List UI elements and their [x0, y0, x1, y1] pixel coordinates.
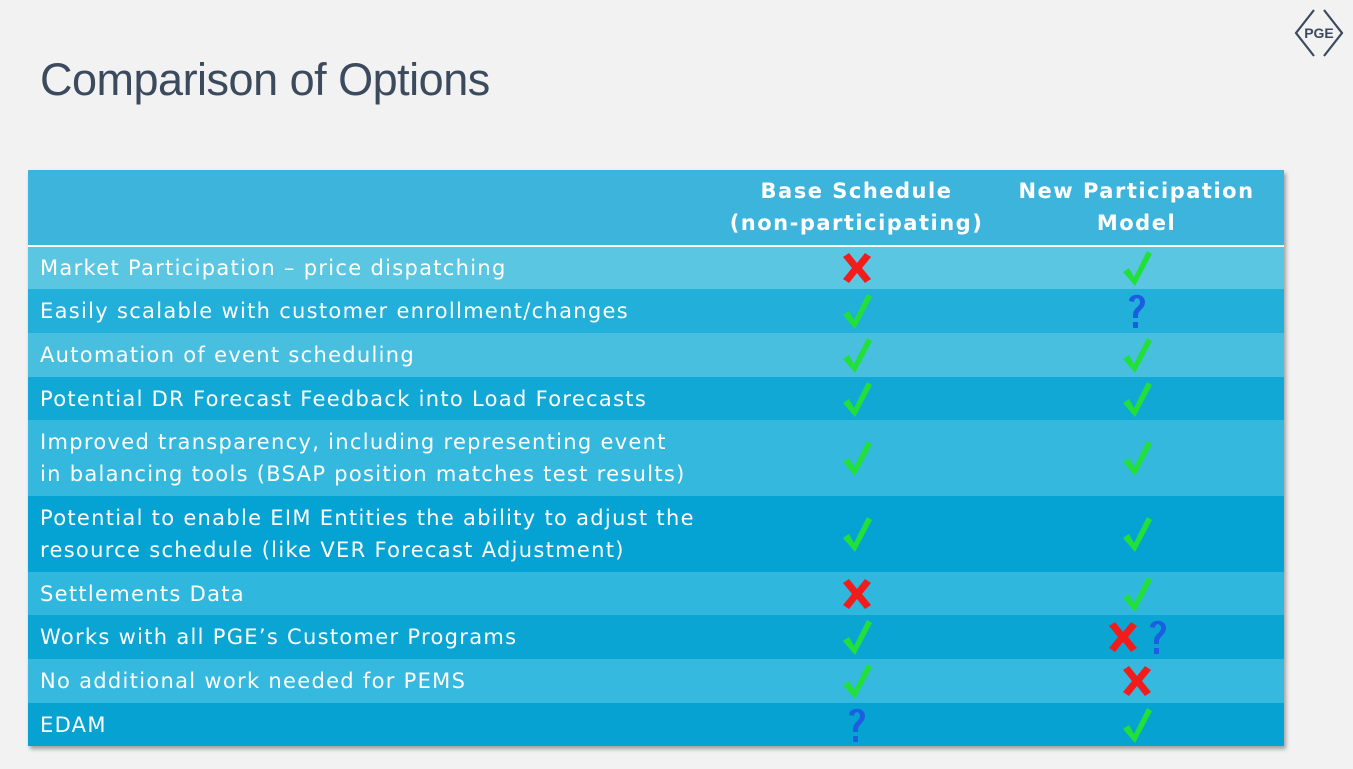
table-row: Settlements Data [28, 572, 1284, 615]
criteria-label: Settlements Data [28, 572, 724, 615]
criteria-label-line: Works with all PGE’s Customer Programs [40, 625, 518, 649]
new-participation-mark [989, 246, 1284, 289]
base-schedule-mark [724, 377, 989, 420]
cross-icon [1108, 622, 1137, 652]
check-icon [842, 441, 872, 476]
criteria-label: Works with all PGE’s Customer Programs [28, 615, 724, 659]
comparison-table: Base Schedule (non-participating) New Pa… [28, 170, 1284, 746]
base-schedule-mark [724, 246, 989, 289]
new-participation-mark [989, 703, 1284, 746]
header-criteria [28, 170, 724, 247]
table-row: Market Participation – price dispatching [28, 246, 1284, 289]
question-icon [1128, 294, 1145, 328]
table-row: Improved transparency, including represe… [28, 420, 1284, 496]
criteria-label-line: EDAM [40, 712, 107, 737]
header-new-line-1: New Participation [1018, 179, 1255, 203]
new-participation-mark [989, 615, 1284, 659]
question-icon [1149, 620, 1166, 654]
page-title: Comparison of Options [40, 54, 490, 105]
base-schedule-mark [724, 615, 989, 659]
criteria-label: Automation of event scheduling [28, 333, 724, 377]
criteria-label: Easily scalable with customer enrollment… [28, 289, 724, 333]
table-row: Potential DR Forecast Feedback into Load… [28, 377, 1284, 420]
table-row: Automation of event scheduling [28, 333, 1284, 377]
table-row: Potential to enable EIM Entities the abi… [28, 496, 1284, 572]
table-row: EDAM [28, 703, 1284, 746]
check-icon [1122, 381, 1152, 417]
table-row: Works with all PGE’s Customer Programs [28, 615, 1284, 659]
check-icon [842, 517, 872, 552]
criteria-label: No additional work needed for PEMS [28, 659, 724, 703]
criteria-label-line: No additional work needed for PEMS [40, 669, 467, 693]
header-new-line-2: Model [1096, 211, 1177, 235]
header-base-schedule: Base Schedule (non-participating) [724, 170, 989, 247]
criteria-label-line: Easily scalable with customer enrollment… [40, 299, 629, 323]
check-icon [1122, 707, 1152, 743]
new-participation-mark [989, 377, 1284, 420]
cross-icon [842, 253, 871, 283]
cross-icon [842, 578, 871, 609]
check-icon [1122, 251, 1152, 286]
check-icon [842, 664, 872, 699]
check-icon [1122, 441, 1152, 476]
header-base-line-2: (non-participating) [729, 211, 984, 235]
question-icon [848, 708, 865, 742]
criteria-label-line: resource schedule (like VER Forecast Adj… [40, 538, 625, 562]
check-icon [842, 294, 872, 329]
new-participation-mark [989, 496, 1284, 572]
new-participation-mark [989, 333, 1284, 377]
criteria-label: Improved transparency, including represe… [28, 420, 724, 496]
base-schedule-mark [724, 289, 989, 333]
base-schedule-mark [724, 333, 989, 377]
criteria-label-line: Settlements Data [40, 581, 245, 606]
new-participation-mark [989, 572, 1284, 615]
check-icon [842, 381, 872, 417]
criteria-label-line: in balancing tools (BSAP position matche… [40, 462, 686, 486]
table-row: Easily scalable with customer enrollment… [28, 289, 1284, 333]
header-new-participation: New Participation Model [989, 170, 1284, 247]
base-schedule-mark [724, 496, 989, 572]
criteria-label-line: Potential to enable EIM Entities the abi… [40, 506, 695, 530]
table-header-row: Base Schedule (non-participating) New Pa… [28, 170, 1284, 247]
table-row: No additional work needed for PEMS [28, 659, 1284, 703]
new-participation-mark [989, 420, 1284, 496]
criteria-label: Market Participation – price dispatching [28, 246, 724, 289]
criteria-label: Potential DR Forecast Feedback into Load… [28, 377, 724, 420]
criteria-label-line: Improved transparency, including represe… [40, 430, 667, 454]
cross-icon [1122, 666, 1151, 696]
logo-text: PGE [1304, 25, 1334, 41]
criteria-label-line: Automation of event scheduling [40, 343, 416, 367]
check-icon [1122, 338, 1152, 373]
base-schedule-mark [724, 659, 989, 703]
header-base-line-1: Base Schedule [760, 179, 953, 203]
base-schedule-mark [724, 703, 989, 746]
base-schedule-mark [724, 420, 989, 496]
check-icon [842, 620, 872, 655]
criteria-label: EDAM [28, 703, 724, 746]
criteria-label-line: Market Participation – price dispatching [40, 256, 507, 280]
criteria-label-line: Potential DR Forecast Feedback into Load… [40, 386, 648, 411]
new-participation-mark [989, 289, 1284, 333]
check-icon [842, 338, 872, 373]
check-icon [1122, 517, 1152, 552]
check-icon [1122, 576, 1152, 612]
criteria-label: Potential to enable EIM Entities the abi… [28, 496, 724, 572]
pge-logo: PGE [1292, 6, 1346, 60]
base-schedule-mark [724, 572, 989, 615]
new-participation-mark [989, 659, 1284, 703]
